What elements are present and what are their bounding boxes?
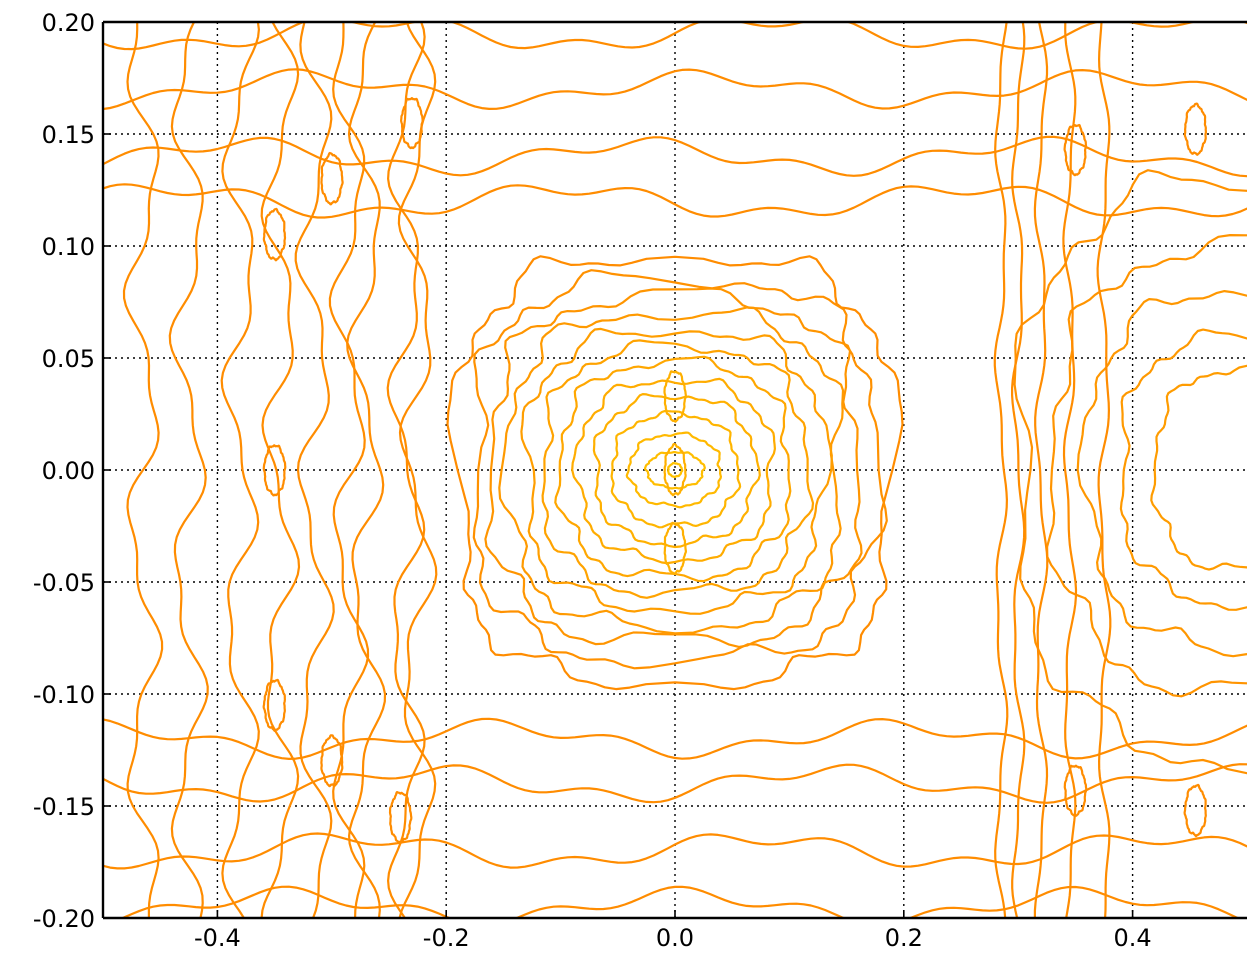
central-contour-line	[484, 287, 863, 648]
right-lobe-contour-line	[1013, 169, 1247, 775]
left-band-contour-line	[220, 22, 260, 918]
central-contour-line	[498, 306, 845, 635]
central-contour-line	[472, 269, 888, 670]
contour-island	[1063, 764, 1088, 817]
contour-island	[663, 443, 687, 497]
right-band-contour-line	[1011, 22, 1026, 918]
x-tick-label: -0.4	[194, 924, 241, 952]
y-tick-label: -0.15	[33, 793, 95, 821]
edge-band-contour-line	[103, 68, 1247, 111]
central-contour-line	[610, 410, 742, 529]
left-band-contour-line	[260, 22, 301, 918]
y-tick-label: 0.20	[42, 9, 95, 37]
edge-band-contour-line	[103, 832, 1247, 870]
contour-island	[400, 97, 424, 150]
central-contour-line	[643, 451, 706, 490]
central-contour-line	[541, 339, 815, 599]
contour-island	[320, 734, 344, 788]
contour-island	[663, 370, 687, 423]
contour-island	[320, 151, 344, 206]
contour-island	[262, 678, 286, 732]
contour-island	[262, 444, 287, 497]
y-tick-label: 0.15	[42, 121, 95, 149]
central-contour-line	[554, 355, 792, 583]
edge-band-contour-line	[103, 135, 1247, 178]
central-contour-line	[571, 377, 776, 565]
central-contour-line	[446, 255, 904, 691]
left-band-contour-line	[386, 22, 426, 918]
central-contour-line	[625, 431, 722, 509]
right-band-contour-line	[1033, 22, 1049, 918]
x-tick-label: 0.2	[885, 924, 923, 952]
y-tick-label: -0.20	[33, 905, 95, 933]
edge-band-contour-line	[103, 22, 1247, 51]
y-tick-label: -0.10	[33, 681, 95, 709]
right-band-contour-line	[1096, 22, 1112, 918]
y-tick-label: -0.05	[33, 569, 95, 597]
contour-island	[1183, 102, 1207, 156]
left-band-contour-line	[294, 22, 335, 918]
right-lobe-contour-line	[1076, 290, 1247, 658]
edge-band-contour-line	[103, 183, 1247, 219]
contour-island	[1063, 123, 1088, 177]
contour-island	[1183, 783, 1207, 838]
contour-island	[388, 791, 413, 844]
central-contour-line	[667, 461, 684, 479]
central-contour-line	[592, 393, 761, 549]
x-tick-label: 0.0	[656, 924, 694, 952]
y-tick-label: 0.05	[42, 345, 95, 373]
contour-island	[262, 207, 287, 262]
left-band-contour-line	[168, 22, 209, 918]
right-band-contour-line	[993, 22, 1009, 918]
grid-layer	[103, 21, 1247, 919]
right-lobe-contour-line	[1119, 328, 1247, 611]
edge-band-contour-line	[103, 717, 1247, 760]
contour-island	[663, 521, 687, 576]
edge-band-contour-line	[120, 885, 1241, 918]
y-tick-label: 0.00	[42, 457, 95, 485]
x-tick-label: 0.4	[1114, 924, 1152, 952]
right-lobe-contour-line	[1046, 234, 1247, 698]
y-tick-label: 0.10	[42, 233, 95, 261]
left-band-contour-line	[122, 22, 164, 918]
contour-layer	[103, 22, 1247, 918]
left-band-contour-line	[346, 22, 387, 918]
edge-band-contour-line	[103, 763, 1247, 804]
central-contour-line	[520, 327, 833, 615]
x-tick-label: -0.2	[423, 924, 470, 952]
right-lobe-contour-line	[1150, 364, 1247, 571]
left-band-contour-line	[328, 22, 370, 918]
tick-label-layer: -0.4 -0.2 0.0 0.2 0.4 0.20 0.15 0.10 0.05 0.00 -0.…	[33, 9, 1152, 952]
